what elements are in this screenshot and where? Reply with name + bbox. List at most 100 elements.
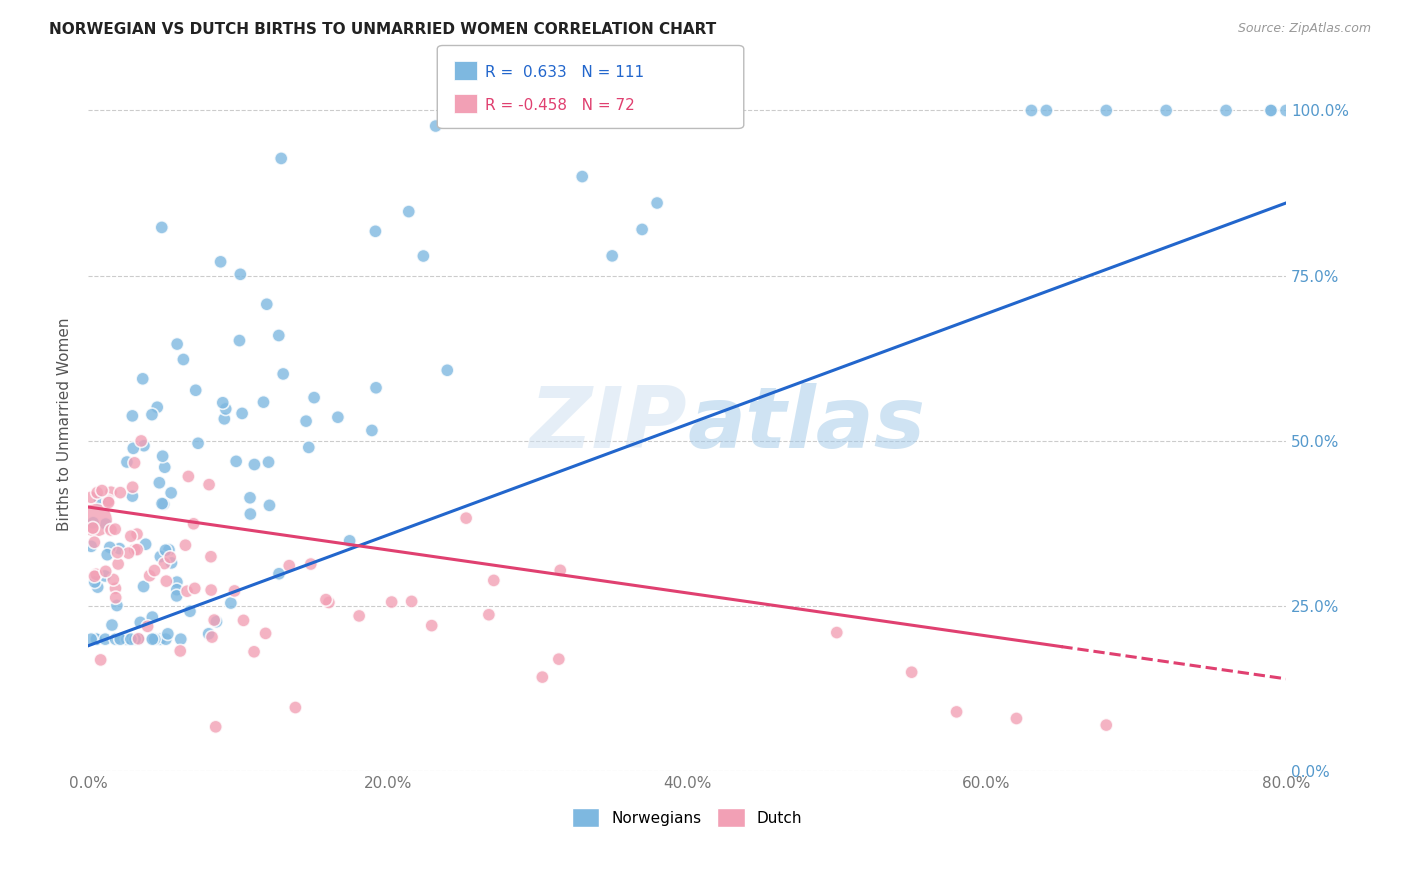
Point [187, 436, 209, 450]
Point [100, 523, 122, 537]
Point [176, 584, 198, 599]
Point [600, 249, 623, 263]
Point [361, 424, 384, 438]
Point [114, 632, 136, 647]
Point [259, 499, 281, 513]
Point [166, 589, 188, 603]
Point [252, 395, 274, 409]
Point [97, 493, 120, 508]
Point [302, 391, 325, 405]
Point [197, 627, 219, 641]
Point [478, 607, 501, 622]
Point [155, 574, 177, 588]
Point [108, 541, 131, 556]
Point [169, 644, 191, 658]
Text: atlas: atlas [688, 383, 925, 466]
Point [94, 569, 117, 583]
Point [200, 583, 222, 598]
Point [219, 596, 242, 610]
Point [136, 619, 159, 633]
Point [1260, 103, 1282, 118]
Point [142, 632, 165, 647]
Point [120, 529, 142, 543]
Point [166, 337, 188, 351]
Point [183, 516, 205, 531]
Point [205, 615, 228, 629]
Point [229, 268, 252, 282]
Point [231, 406, 253, 420]
Point [172, 352, 194, 367]
Point [571, 169, 593, 184]
Point [86, 580, 108, 594]
Point [89, 492, 111, 507]
Point [209, 255, 232, 269]
Point [425, 119, 447, 133]
Point [80, 539, 103, 553]
Point [239, 507, 262, 521]
Point [271, 367, 294, 381]
Point [482, 574, 505, 588]
Point [124, 542, 146, 557]
Point [900, 665, 922, 680]
Point [202, 613, 225, 627]
Point [155, 543, 177, 558]
Point [104, 582, 127, 596]
Point [103, 573, 125, 587]
Point [150, 497, 173, 511]
Point [132, 580, 155, 594]
Point [148, 475, 170, 490]
Point [534, 103, 557, 118]
Point [83, 569, 105, 583]
Text: Source: ZipAtlas.com: Source: ZipAtlas.com [1237, 22, 1371, 36]
Point [83, 535, 105, 549]
Point [149, 549, 172, 564]
Point [98, 541, 121, 555]
Point [156, 627, 179, 641]
Text: NORWEGIAN VS DUTCH BIRTHS TO UNMARRIED WOMEN CORRELATION CHART: NORWEGIAN VS DUTCH BIRTHS TO UNMARRIED W… [49, 22, 717, 37]
Point [436, 363, 458, 377]
Point [107, 545, 129, 559]
Point [107, 557, 129, 571]
Point [105, 599, 128, 613]
Point [91, 483, 114, 498]
Point [450, 103, 472, 118]
Point [531, 670, 554, 684]
Point [1005, 711, 1028, 725]
Point [121, 409, 143, 423]
Point [155, 632, 177, 647]
Point [153, 460, 176, 475]
Point [398, 204, 420, 219]
Point [141, 408, 163, 422]
Point [478, 105, 501, 120]
Point [364, 224, 387, 238]
Point [243, 645, 266, 659]
Point [184, 582, 207, 596]
Point [200, 549, 222, 564]
Point [153, 557, 176, 571]
Point [143, 564, 166, 578]
Point [825, 625, 848, 640]
Point [150, 220, 173, 235]
Point [160, 556, 183, 570]
Point [125, 527, 148, 541]
Point [326, 410, 349, 425]
Point [121, 489, 143, 503]
Point [101, 618, 124, 632]
Point [104, 522, 127, 536]
Point [179, 604, 201, 618]
Point [97, 495, 120, 509]
Point [225, 454, 247, 468]
Point [159, 550, 181, 565]
Point [257, 455, 280, 469]
Point [166, 575, 188, 590]
Point [138, 568, 160, 582]
Point [170, 632, 193, 647]
Point [184, 384, 207, 398]
Point [267, 328, 290, 343]
Point [347, 608, 370, 623]
Point [84, 567, 107, 582]
Point [174, 538, 197, 552]
Point [86, 485, 108, 500]
Point [86, 632, 108, 647]
Point [204, 720, 226, 734]
